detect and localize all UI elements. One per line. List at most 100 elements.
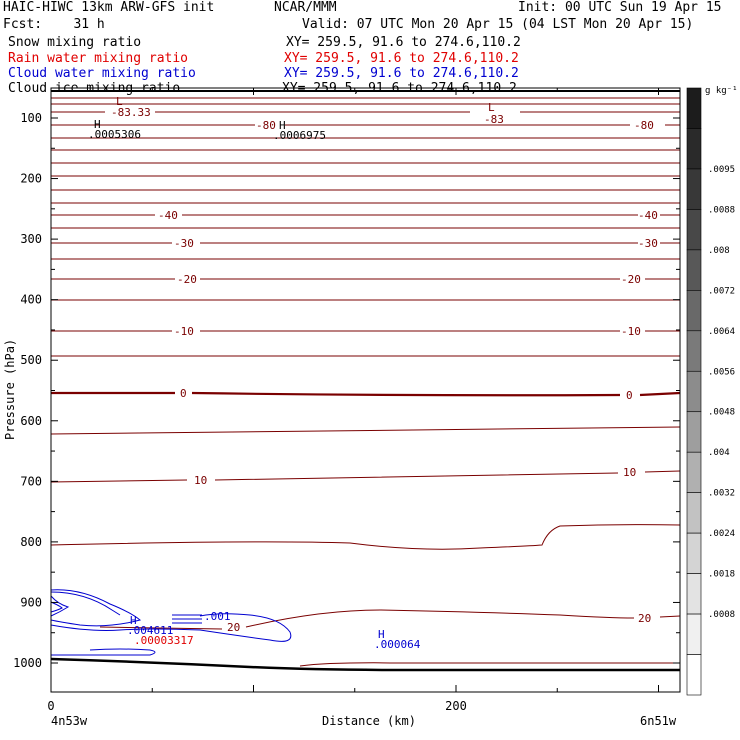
high-marker: H (130, 614, 137, 627)
y-tick-label: 200 (20, 172, 42, 186)
y-tick-label: 700 (20, 474, 42, 488)
colorbar-label: .0064 (708, 327, 735, 337)
valid-time: Valid: 07 UTC Mon 20 Apr 15 (04 LST Mon … (302, 17, 694, 32)
colorbar-swatch (686, 290, 702, 332)
y-tick-label: 1000 (13, 656, 42, 670)
colorbar-swatch (686, 128, 702, 170)
colorbar-unit: g kg⁻¹ (705, 86, 738, 96)
temp-label: 20 (227, 621, 240, 634)
contour-line (51, 648, 156, 656)
colorbar-label: .0088 (708, 205, 735, 215)
y-axis-label: Pressure (hPa) (3, 339, 17, 440)
temp-label: -10 (174, 325, 194, 338)
terrain-line (50, 657, 680, 672)
temp-label: -10 (621, 325, 641, 338)
temp-label: -30 (174, 237, 194, 250)
init-time: Init: 00 UTC Sun 19 Apr 15 (518, 0, 722, 15)
low-marker: L (488, 101, 495, 114)
colorbar-swatch (686, 370, 702, 413)
rain-value: .00003317 (134, 634, 194, 647)
contour-line (50, 589, 142, 627)
contour-line (50, 591, 121, 616)
temp-label: 0 (626, 389, 633, 402)
x-end-label: 6n51w (640, 714, 677, 728)
colorbar-swatch (686, 613, 702, 655)
model-title: HAIC-HIWC 13km ARW-GFS init (3, 0, 215, 15)
high-marker: H (279, 119, 286, 132)
temp-label: -83 (484, 113, 504, 126)
colorbar-swatch (686, 249, 702, 291)
temp-label: -30 (638, 237, 658, 250)
colorbar-swatch (686, 532, 702, 574)
colorbar-swatch (686, 209, 702, 251)
high-value: .004611 (127, 624, 173, 637)
high-marker: H (378, 628, 385, 641)
y-tick-label: 100 (20, 111, 42, 125)
snow-ice-labels: H .0005306 H .0006975 (88, 118, 326, 142)
y-tick-label: 900 (20, 595, 42, 609)
temp-label: 10 (623, 466, 636, 479)
temp-label: -40 (638, 209, 658, 222)
low-marker: L (116, 95, 123, 108)
cloud-water-label: .001 (204, 610, 231, 623)
contour-line (50, 601, 63, 613)
colorbar-swatch (686, 492, 702, 534)
x-tick-label: 0 (47, 699, 54, 713)
contour-line (50, 613, 292, 642)
colorbar-label: .0048 (708, 408, 735, 418)
y-tick-label: 500 (20, 353, 42, 367)
colorbar-swatch (686, 654, 702, 696)
high-value: .000064 (374, 638, 421, 651)
x-start-label: 4n53w (51, 714, 88, 728)
colorbar-label: .0095 (708, 165, 735, 175)
colorbar-label: .0032 (708, 489, 735, 499)
colorbar-label: .0018 (708, 570, 735, 580)
temp-label: -83.33 (111, 106, 151, 119)
temperature-contours (50, 97, 681, 667)
contour-line (50, 470, 681, 483)
temp-label: -20 (177, 273, 197, 286)
colorbar-swatch (686, 168, 702, 210)
colorbar-swatch (686, 411, 702, 453)
cloud-rain-labels: H .004611 .00003317 .001 H .000064 (127, 610, 421, 651)
y-tick-label: 800 (20, 535, 42, 549)
forecast-hour: Fcst: 31 h (3, 17, 105, 32)
field-snow-label: Snow mixing ratio (8, 35, 142, 50)
contour-line (99, 609, 681, 630)
temp-label: -20 (621, 273, 641, 286)
colorbar-swatch (686, 330, 702, 372)
colorbar-label: .008 (708, 246, 730, 256)
colorbar-swatch (686, 451, 702, 493)
x-axis-label: Distance (km) (322, 714, 416, 728)
plot-frame (50, 87, 681, 693)
contour-line (50, 426, 681, 435)
high-value: .0005306 (88, 128, 141, 141)
field-cloudwater-label: Cloud water mixing ratio (8, 66, 196, 81)
colorbar-label: .004 (708, 448, 730, 458)
high-marker: H (94, 118, 101, 131)
x-tick-label: 200 (445, 699, 467, 713)
colorbar-label: .0056 (708, 367, 735, 377)
colorbar: .0095 .0088 .008 .0072 .0064 .0056 .0048 .004 .0… (686, 87, 735, 696)
institution-label: NCAR/MMM (274, 0, 337, 15)
cloud-water-contours (50, 589, 292, 656)
x-axis: 0 200 (47, 88, 659, 713)
high-value: .0006975 (273, 129, 326, 142)
y-tick-label: 300 (20, 232, 42, 246)
field-snow-xy: XY= 259.5, 91.6 to 274.6,110.2 (286, 35, 521, 50)
temp-label: 0 (180, 387, 187, 400)
temp-label: -80 (256, 119, 276, 132)
temp-label: 20 (638, 612, 651, 625)
field-cloudwater-xy: XY= 259.5, 91.6 to 274.6,110.2 (284, 66, 519, 81)
contour-line (172, 614, 202, 624)
contour-line (51, 391, 681, 397)
temperature-labels: -83.33 -83 -80 -80 -40 -40 -30 -30 -20 -… (111, 95, 658, 634)
colorbar-label: .0024 (708, 529, 735, 539)
colorbar-swatch (686, 87, 702, 129)
temp-label: 10 (194, 474, 207, 487)
field-rain-label: Rain water mixing ratio (8, 51, 189, 66)
field-rain-xy: XY= 259.5, 91.6 to 274.6,110.2 (284, 51, 519, 66)
contour-line (50, 595, 70, 617)
colorbar-swatch (686, 573, 702, 615)
